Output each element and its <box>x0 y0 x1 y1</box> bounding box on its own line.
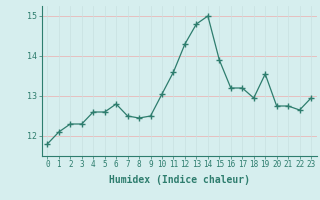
X-axis label: Humidex (Indice chaleur): Humidex (Indice chaleur) <box>109 175 250 185</box>
